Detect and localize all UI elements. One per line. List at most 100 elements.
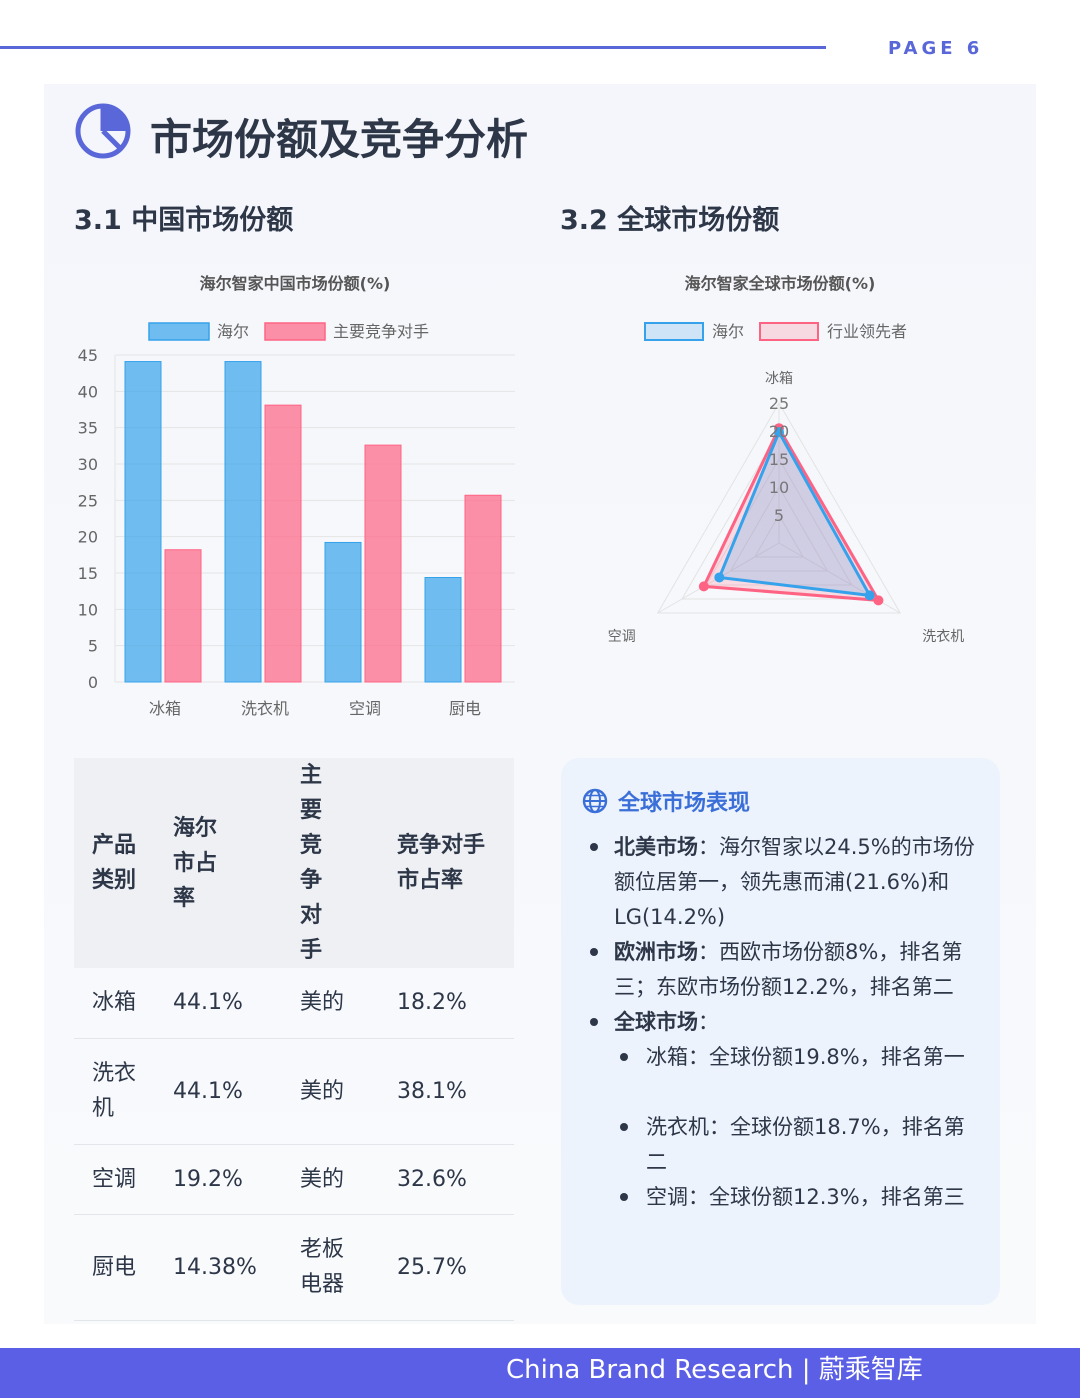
x-tick-label: 冰箱 (149, 699, 181, 718)
cell-category: 冰箱 (74, 968, 155, 1039)
radar-axis-label: 洗衣机 (922, 629, 964, 645)
y-tick-label: 5 (88, 637, 98, 656)
y-tick-label: 25 (78, 491, 98, 510)
radar-grid-ring (753, 514, 805, 558)
radar-tick-label: 5 (774, 506, 784, 525)
radar-axis-label: 冰箱 (765, 371, 793, 387)
china-share-bar-chart: 海尔智家中国市场份额(%) 海尔 主要竞争对手 0 5 10 15 20 25 30 35 40 4… (78, 274, 515, 718)
radar-tick-label: 25 (769, 394, 789, 413)
legend-swatch (644, 322, 704, 341)
cell-category: 空调 (74, 1144, 155, 1215)
y-tick-label: 20 (78, 528, 98, 547)
globe-icon (582, 788, 608, 814)
header-category: 产品类别 (92, 833, 137, 893)
legend-label: 海尔 (217, 322, 249, 341)
section-title-global: 3.2 全球市场份额 (560, 205, 780, 236)
radar-axis-label: 空调 (608, 629, 636, 645)
y-tick-label: 10 (78, 600, 98, 619)
page-title: 市场份额及竞争分析 (150, 115, 529, 164)
radar-grid-ring (729, 486, 829, 572)
cell-category: 洗衣机 (74, 1038, 155, 1145)
item-label: 北美市场 (614, 835, 698, 859)
y-tick-label: 35 (78, 419, 98, 438)
cell-competitor-share: 32.6% (379, 1144, 514, 1215)
legend-label: 海尔 (712, 322, 744, 341)
cell-competitor: 美的 (282, 1144, 379, 1215)
item-label: 欧洲市场 (614, 940, 698, 964)
market-share-table: 产品类别 海尔市占率 主要竞争对手 竞争对手市占率 冰箱 44.1% 美的 18… (74, 758, 514, 1321)
radar-chart-title: 海尔智家全球市场份额(%) (685, 274, 876, 293)
footer-text: China Brand Research | 蔚乘智库 (506, 1355, 923, 1385)
x-tick-label: 空调 (349, 699, 381, 718)
item-text: ：西欧市场份额8%，排名第三；东欧市场份额12.2%，排名第二 (614, 940, 963, 999)
footer-bar (0, 1348, 1080, 1398)
cell-haier-share: 44.1% (155, 1038, 282, 1145)
table-row: 厨电 14.38% 老板电器 25.7% (74, 1214, 514, 1321)
item-text: ： (698, 1010, 719, 1034)
radar-point (714, 572, 725, 583)
table-header-row: 产品类别 海尔市占率 主要竞争对手 竞争对手市占率 (74, 758, 514, 968)
x-tick-label: 厨电 (449, 699, 481, 718)
header-rule (0, 46, 826, 49)
header-haier-share: 海尔市占率 (173, 815, 218, 911)
cell-competitor: 美的 (282, 1038, 379, 1145)
pie-chart-icon (75, 103, 131, 159)
radar-point (873, 595, 884, 606)
global-performance-panel (561, 758, 1000, 1305)
y-tick-label: 45 (78, 346, 98, 365)
radar-series-area (701, 424, 882, 603)
bar (324, 541, 362, 683)
cell-competitor-share: 38.1% (379, 1038, 514, 1145)
legend-swatch (759, 322, 819, 341)
radar-grid-ring (656, 402, 902, 614)
cell-haier-share: 14.38% (155, 1214, 282, 1321)
radar-point (698, 581, 709, 592)
y-tick-label: 0 (88, 673, 98, 692)
bar (464, 494, 502, 683)
cell-category: 厨电 (74, 1214, 155, 1321)
legend-swatch (264, 322, 326, 341)
table-row: 冰箱 44.1% 美的 18.2% (74, 968, 514, 1039)
cell-haier-share: 44.1% (155, 968, 282, 1039)
header-competitor: 主要竞争对手 (300, 763, 323, 963)
global-performance-list: 北美市场：海尔智家以24.5%的市场份额位居第一，领先惠而浦(21.6%)和LG… (590, 830, 980, 1215)
bar (224, 361, 262, 683)
radar-series-area (717, 428, 873, 598)
global-sub-list: 冰箱：全球份额19.8%，排名第一 洗衣机：全球份额18.7%，排名第二 空调：… (614, 1040, 980, 1215)
cell-competitor-share: 18.2% (379, 968, 514, 1039)
radar-tick-label: 10 (769, 478, 789, 497)
cell-haier-share: 19.2% (155, 1144, 282, 1215)
legend-label: 主要竞争对手 (333, 322, 429, 341)
x-tick-label: 洗衣机 (241, 699, 289, 718)
item-text: ：海尔智家以24.5%的市场份额位居第一，领先惠而浦(21.6%)和LG(14.… (614, 835, 975, 929)
cell-competitor-share: 25.7% (379, 1214, 514, 1321)
y-tick-label: 40 (78, 382, 98, 401)
radar-tick-label: 20 (769, 422, 789, 441)
bar (264, 404, 302, 683)
bar (124, 361, 162, 683)
cell-competitor: 美的 (282, 968, 379, 1039)
section-title-china: 3.1 中国市场份额 (74, 205, 294, 236)
sub-list-item: 洗衣机：全球份额18.7%，排名第二 (618, 1110, 980, 1180)
list-item: 北美市场：海尔智家以24.5%的市场份额位居第一，领先惠而浦(21.6%)和LG… (590, 830, 980, 935)
cell-competitor: 老板电器 (282, 1214, 379, 1321)
table-row: 空调 19.2% 美的 32.6% (74, 1144, 514, 1215)
global-performance-header: 全球市场表现 (582, 786, 750, 816)
radar-point (864, 590, 875, 601)
table-row: 洗衣机 44.1% 美的 38.1% (74, 1038, 514, 1145)
page-number: PAGE 6 (888, 38, 984, 59)
item-label: 全球市场 (614, 1010, 698, 1034)
list-item: 全球市场： 冰箱：全球份额19.8%，排名第一 洗衣机：全球份额18.7%，排名… (590, 1005, 980, 1215)
legend-swatch (148, 322, 210, 341)
legend-label: 行业领先者 (827, 322, 907, 341)
bar (364, 444, 402, 683)
global-performance-title: 全球市场表现 (618, 791, 751, 816)
bar (424, 577, 462, 683)
radar-point (774, 427, 784, 438)
bar-chart-title: 海尔智家中国市场份额(%) (200, 274, 391, 293)
radar-tick-label: 15 (769, 450, 789, 469)
sub-list-item: 冰箱：全球份额19.8%，排名第一 (618, 1040, 980, 1075)
sub-list-item: 空调：全球份额12.3%，排名第三 (618, 1180, 980, 1215)
bar (164, 549, 202, 683)
